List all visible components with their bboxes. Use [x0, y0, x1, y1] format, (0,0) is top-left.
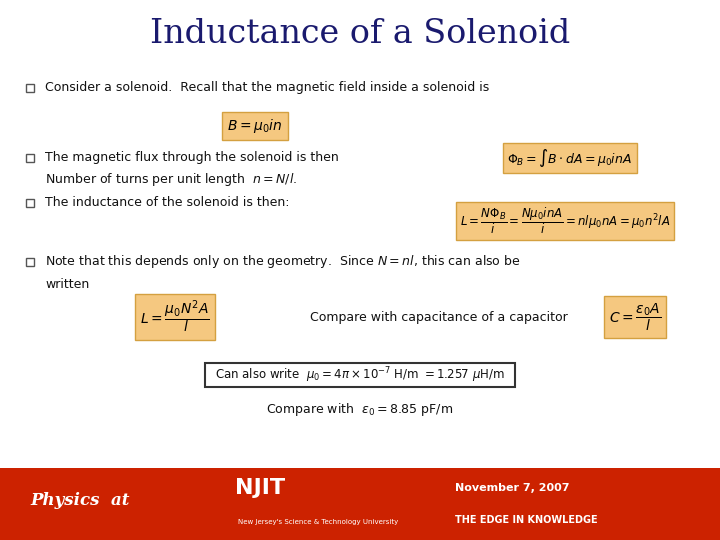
- Text: Compare with capacitance of a capacitor: Compare with capacitance of a capacitor: [310, 310, 568, 323]
- Text: Consider a solenoid.  Recall that the magnetic field inside a solenoid is: Consider a solenoid. Recall that the mag…: [45, 82, 490, 94]
- Text: $L = \dfrac{\mu_0 N^2 A}{l}$: $L = \dfrac{\mu_0 N^2 A}{l}$: [140, 299, 210, 335]
- Text: Can also write  $\mu_0 = 4\pi \times 10^{-7}$ H/m $= 1.257\ \mu$H/m: Can also write $\mu_0 = 4\pi \times 10^{…: [215, 365, 505, 385]
- Text: $B = \mu_0 in$: $B = \mu_0 in$: [228, 117, 283, 135]
- Text: THE EDGE IN KNOWLEDGE: THE EDGE IN KNOWLEDGE: [455, 515, 598, 525]
- Text: The inductance of the solenoid is then:: The inductance of the solenoid is then:: [45, 197, 289, 210]
- Text: The magnetic flux through the solenoid is then: The magnetic flux through the solenoid i…: [45, 152, 338, 165]
- Text: Inductance of a Solenoid: Inductance of a Solenoid: [150, 18, 570, 50]
- Text: NJIT: NJIT: [235, 478, 285, 498]
- Text: November 7, 2007: November 7, 2007: [455, 483, 570, 493]
- Text: written: written: [45, 278, 89, 291]
- Bar: [205, 363, 515, 387]
- Text: Physics  at: Physics at: [30, 492, 130, 509]
- Text: $\Phi_B = \int B \cdot dA = \mu_0 inA$: $\Phi_B = \int B \cdot dA = \mu_0 inA$: [508, 147, 633, 169]
- Text: $L = \dfrac{N\Phi_B}{i} = \dfrac{N\mu_0 inA}{i} = nl\mu_0 nA = \mu_0 n^2 lA$: $L = \dfrac{N\Phi_B}{i} = \dfrac{N\mu_0 …: [460, 206, 670, 237]
- Text: Note that this depends only on the geometry.  Since $N = nl$, this can also be: Note that this depends only on the geome…: [45, 253, 521, 271]
- Bar: [0, 468, 720, 540]
- Text: New Jersey's Science & Technology University: New Jersey's Science & Technology Univer…: [238, 519, 398, 525]
- Text: Number of turns per unit length  $n = N/l$.: Number of turns per unit length $n = N/l…: [45, 172, 297, 188]
- Text: Compare with  $\varepsilon_0 = 8.85$ pF/m: Compare with $\varepsilon_0 = 8.85$ pF/m: [266, 402, 454, 418]
- Text: $C = \dfrac{\varepsilon_0 A}{l}$: $C = \dfrac{\varepsilon_0 A}{l}$: [609, 301, 661, 333]
